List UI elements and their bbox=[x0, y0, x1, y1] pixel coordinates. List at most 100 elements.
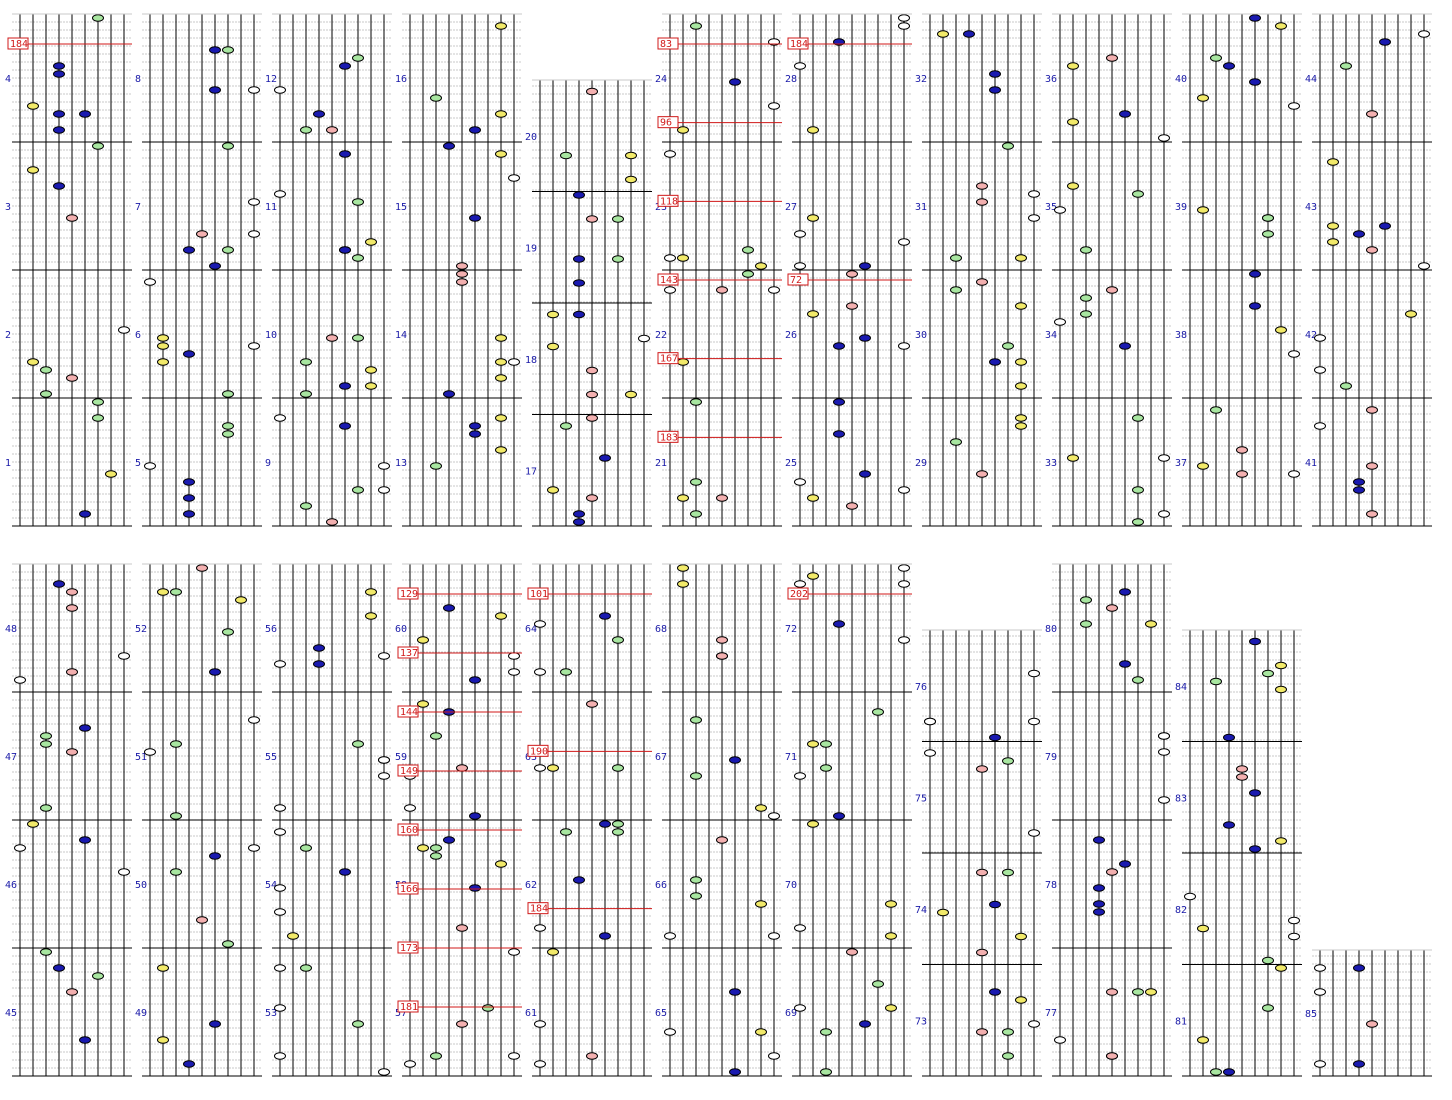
note[interactable] bbox=[833, 342, 845, 350]
note[interactable] bbox=[235, 596, 247, 604]
note[interactable] bbox=[300, 844, 312, 852]
note[interactable] bbox=[1080, 596, 1092, 604]
note[interactable] bbox=[170, 588, 182, 596]
measure-column-c10[interactable]: 37 38 39 40 bbox=[1175, 13, 1302, 527]
measure-column-c5[interactable]: 17 18 19 20 bbox=[525, 79, 652, 527]
note[interactable] bbox=[950, 438, 962, 446]
note[interactable] bbox=[963, 30, 975, 38]
note[interactable] bbox=[274, 804, 286, 812]
note[interactable] bbox=[92, 414, 104, 422]
note[interactable] bbox=[53, 580, 65, 588]
note[interactable] bbox=[300, 390, 312, 398]
note[interactable] bbox=[339, 246, 351, 254]
note[interactable] bbox=[1015, 382, 1027, 390]
note[interactable] bbox=[794, 230, 806, 238]
tempo-marker[interactable]: 137 bbox=[397, 646, 522, 659]
note[interactable] bbox=[1275, 685, 1287, 694]
note[interactable] bbox=[1249, 637, 1261, 646]
note[interactable] bbox=[534, 1020, 546, 1028]
note[interactable] bbox=[1158, 510, 1170, 518]
note[interactable] bbox=[404, 804, 416, 812]
note[interactable] bbox=[1353, 964, 1365, 972]
note[interactable] bbox=[326, 126, 338, 134]
note[interactable] bbox=[794, 772, 806, 780]
note[interactable] bbox=[183, 350, 195, 358]
note[interactable] bbox=[105, 470, 117, 478]
note[interactable] bbox=[339, 382, 351, 390]
note[interactable] bbox=[664, 1028, 676, 1036]
note[interactable] bbox=[79, 724, 91, 732]
note[interactable] bbox=[443, 142, 455, 150]
note[interactable] bbox=[625, 175, 637, 184]
note[interactable] bbox=[690, 892, 702, 900]
note[interactable] bbox=[482, 1004, 494, 1012]
note[interactable] bbox=[79, 836, 91, 844]
note[interactable] bbox=[1236, 446, 1248, 454]
note[interactable] bbox=[352, 54, 364, 62]
note[interactable] bbox=[443, 836, 455, 844]
tempo-marker[interactable]: 118 bbox=[657, 194, 782, 207]
note[interactable] bbox=[989, 900, 1001, 909]
note[interactable] bbox=[1015, 932, 1027, 941]
note[interactable] bbox=[66, 588, 78, 596]
note[interactable] bbox=[872, 980, 884, 988]
measure-column-c2[interactable]: 5 6 7 8 bbox=[135, 13, 262, 527]
note[interactable] bbox=[976, 278, 988, 286]
note[interactable] bbox=[248, 230, 260, 238]
note[interactable] bbox=[1405, 310, 1417, 318]
tempo-marker[interactable]: 202 bbox=[787, 587, 912, 600]
note[interactable] bbox=[1145, 620, 1157, 628]
note[interactable] bbox=[209, 1020, 221, 1028]
note[interactable] bbox=[313, 660, 325, 668]
tempo-marker[interactable]: 96 bbox=[657, 116, 782, 129]
note[interactable] bbox=[1015, 414, 1027, 422]
note[interactable] bbox=[222, 940, 234, 948]
note[interactable] bbox=[1249, 78, 1261, 86]
note[interactable] bbox=[1106, 868, 1118, 876]
note[interactable] bbox=[1015, 254, 1027, 262]
note[interactable] bbox=[92, 972, 104, 980]
note[interactable] bbox=[1002, 757, 1014, 765]
note[interactable] bbox=[950, 254, 962, 262]
tempo-marker[interactable]: 160 bbox=[397, 823, 522, 836]
note[interactable] bbox=[1132, 988, 1144, 996]
note[interactable] bbox=[53, 126, 65, 134]
note[interactable] bbox=[1275, 661, 1287, 670]
note[interactable] bbox=[1067, 118, 1079, 126]
note[interactable] bbox=[729, 78, 741, 86]
note[interactable] bbox=[495, 22, 507, 30]
note[interactable] bbox=[547, 342, 559, 351]
note[interactable] bbox=[1015, 422, 1027, 430]
note[interactable] bbox=[846, 302, 858, 310]
note[interactable] bbox=[222, 430, 234, 438]
note[interactable] bbox=[664, 254, 676, 262]
note[interactable] bbox=[222, 390, 234, 398]
tempo-marker[interactable]: 72 bbox=[787, 273, 912, 286]
note[interactable] bbox=[573, 191, 585, 199]
note[interactable] bbox=[313, 110, 325, 118]
note[interactable] bbox=[1067, 62, 1079, 70]
note[interactable] bbox=[612, 255, 624, 263]
note[interactable] bbox=[469, 214, 481, 222]
note[interactable] bbox=[989, 988, 1001, 996]
note[interactable] bbox=[1223, 62, 1235, 70]
note[interactable] bbox=[248, 844, 260, 852]
note[interactable] bbox=[1353, 1060, 1365, 1068]
note[interactable] bbox=[586, 215, 598, 223]
note[interactable] bbox=[599, 932, 611, 940]
note[interactable] bbox=[274, 828, 286, 836]
note[interactable] bbox=[547, 764, 559, 772]
note[interactable] bbox=[248, 198, 260, 206]
note[interactable] bbox=[326, 518, 338, 526]
measure-column-c9[interactable]: 33 34 35 36 bbox=[1045, 13, 1172, 527]
note[interactable] bbox=[1093, 884, 1105, 892]
note[interactable] bbox=[820, 1028, 832, 1036]
note[interactable] bbox=[625, 390, 637, 399]
measure-column-c20[interactable]: 77 78 79 80 bbox=[1045, 563, 1172, 1077]
note[interactable] bbox=[508, 1052, 520, 1060]
note[interactable] bbox=[1288, 916, 1300, 925]
note[interactable] bbox=[1366, 406, 1378, 414]
note[interactable] bbox=[339, 62, 351, 70]
note[interactable] bbox=[170, 868, 182, 876]
note[interactable] bbox=[859, 1020, 871, 1028]
